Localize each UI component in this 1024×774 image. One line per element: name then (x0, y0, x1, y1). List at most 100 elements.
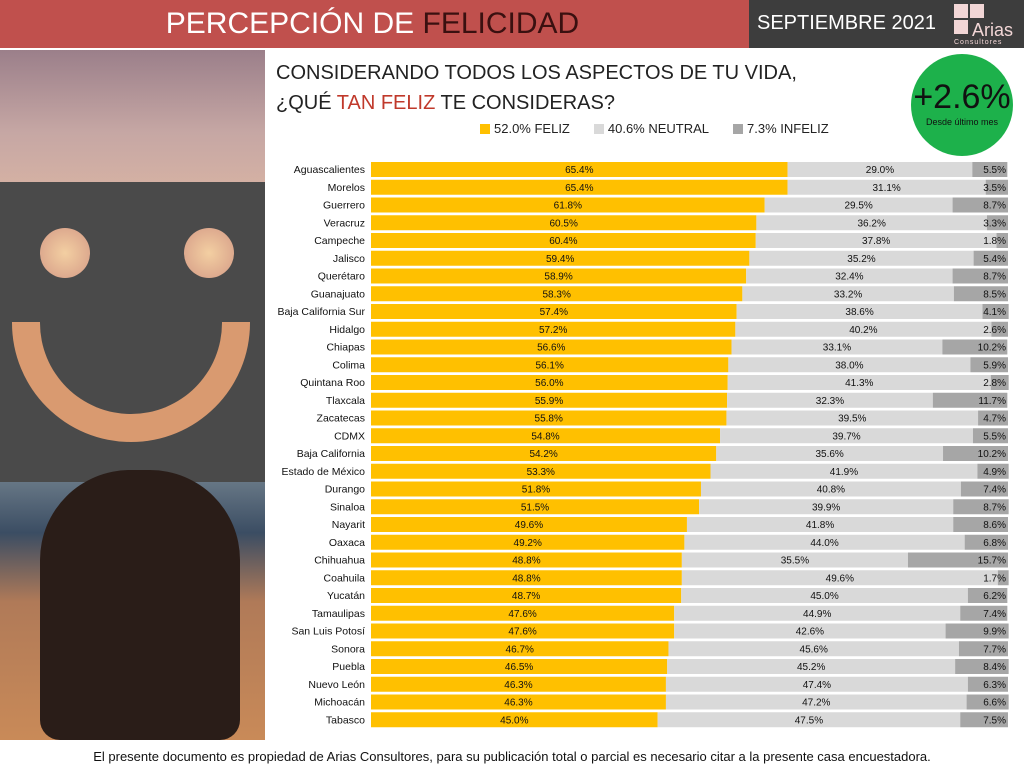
bar-infeliz (972, 428, 1008, 444)
data-label: 2.6% (983, 325, 1006, 336)
bar-infeliz (985, 179, 1008, 195)
category-label: Puebla (332, 661, 365, 673)
data-label: 35.5% (781, 556, 809, 567)
data-label: 40.8% (817, 485, 845, 496)
data-label: 5.4% (983, 254, 1006, 265)
data-label: 38.6% (845, 307, 873, 318)
category-label: Baja California (297, 448, 365, 460)
category-label: Baja California Sur (277, 306, 365, 318)
bar-neutral (716, 446, 944, 461)
bar-feliz (371, 375, 728, 390)
data-label: 5.5% (983, 431, 1006, 442)
bar-feliz (371, 339, 732, 355)
data-label: 54.8% (531, 431, 559, 442)
bar-feliz (371, 588, 682, 603)
title-part1: PERCEPCIÓN DE (165, 7, 423, 40)
bar-infeliz (978, 410, 1008, 426)
data-label: 49.6% (826, 573, 854, 584)
bar-infeliz (972, 162, 1008, 177)
bar-neutral (699, 499, 954, 515)
bar-feliz (371, 286, 743, 302)
data-label: 11.7% (978, 396, 1006, 407)
legend-label: 7.3% INFELIZ (747, 121, 829, 136)
question-title: CONSIDERANDO TODOS LOS ASPECTOS DE TU VI… (276, 58, 896, 118)
data-label: 56.6% (537, 343, 565, 354)
data-label: 8.7% (983, 272, 1006, 283)
data-label: 55.8% (535, 414, 563, 425)
badge-label: Desde último mes (925, 117, 999, 127)
bar-neutral (681, 552, 908, 568)
category-label: Zacatecas (317, 413, 365, 425)
data-label: 4.9% (983, 467, 1006, 478)
category-label: Tabasco (326, 714, 365, 726)
bar-feliz (371, 605, 675, 621)
title-part2: FELICIDAD (422, 7, 580, 40)
data-label: 49.6% (515, 520, 543, 531)
bar-neutral (674, 623, 946, 639)
bar-infeliz (967, 588, 1008, 603)
data-label: 51.5% (521, 502, 549, 513)
data-label: 35.2% (847, 254, 875, 265)
bar-feliz (371, 463, 711, 479)
data-label: 41.8% (806, 520, 834, 531)
change-badge: +2.6% Desde último mes (911, 54, 1013, 156)
bar-infeliz (986, 215, 1008, 231)
category-label: Morelos (328, 182, 365, 194)
bar-infeliz (952, 197, 1008, 213)
bar-feliz (371, 197, 765, 213)
data-label: 41.3% (845, 378, 873, 389)
category-label: San Luis Potosí (291, 626, 365, 638)
data-label: 32.4% (835, 272, 863, 283)
data-label: 39.9% (812, 502, 840, 513)
q-a: ¿QUÉ (276, 92, 337, 114)
data-label: 58.9% (544, 272, 572, 283)
category-label: Oaxaca (329, 537, 365, 549)
category-label: Yucatán (327, 590, 365, 602)
data-label: 5.5% (983, 165, 1006, 176)
q-c: TE CONSIDERAS? (435, 92, 615, 114)
bar-neutral (746, 268, 953, 284)
data-label: 47.5% (795, 715, 823, 726)
hand (40, 470, 240, 740)
category-label: Guanajuato (311, 288, 365, 300)
data-label: 29.0% (866, 165, 894, 176)
data-label: 8.7% (983, 201, 1006, 212)
category-label: Sinaloa (330, 501, 365, 513)
data-label: 5.9% (983, 360, 1006, 371)
bar-infeliz (973, 250, 1008, 266)
bar-feliz (371, 517, 687, 532)
bar-feliz (371, 446, 717, 461)
data-label: 7.7% (983, 644, 1006, 655)
bar-infeliz (952, 268, 1008, 284)
data-label: 49.2% (514, 538, 542, 549)
bar-infeliz (953, 517, 1008, 532)
data-label: 4.7% (983, 414, 1006, 425)
category-label: Quintana Roo (300, 377, 365, 389)
legend: 52.0% FELIZ 40.6% NEUTRAL 7.3% INFELIZ (480, 121, 829, 136)
bar-feliz (371, 694, 666, 710)
bar-feliz (371, 659, 668, 674)
category-label: Chiapas (326, 342, 365, 354)
bar-neutral (727, 375, 991, 390)
question-line1: CONSIDERANDO TODOS LOS ASPECTOS DE TU VI… (276, 62, 797, 84)
bar-neutral (657, 712, 961, 728)
bar-neutral (787, 179, 986, 195)
category-label: Guerrero (323, 200, 365, 212)
data-label: 10.2% (978, 449, 1006, 460)
bar-infeliz (966, 694, 1009, 710)
category-label: Sonora (331, 643, 365, 655)
bar-feliz (371, 162, 788, 177)
data-label: 45.2% (797, 662, 825, 673)
category-label: Hidalgo (329, 324, 365, 336)
bar-feliz (371, 570, 682, 586)
data-label: 44.0% (810, 538, 838, 549)
smiley-photo (0, 50, 265, 740)
data-label: 7.5% (983, 715, 1006, 726)
data-label: 6.6% (983, 698, 1006, 709)
data-label: 8.5% (983, 289, 1006, 300)
bar-neutral (764, 197, 953, 213)
bar-feliz (371, 321, 736, 337)
data-label: 40.2% (849, 325, 877, 336)
bar-infeliz (964, 534, 1008, 550)
bar-neutral (700, 481, 961, 497)
